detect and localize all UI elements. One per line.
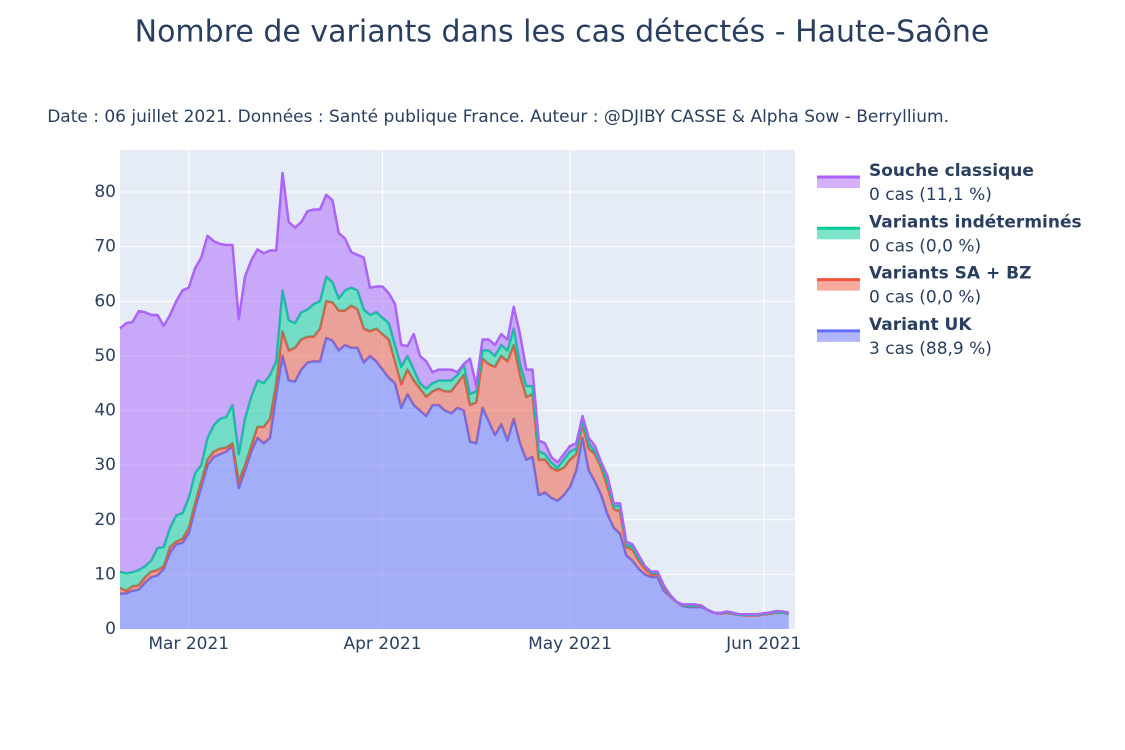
legend-label: Variants SA + BZ: [869, 264, 1031, 284]
y-tick-label: 80: [94, 182, 116, 202]
legend-detail: 3 cas (88,9 %): [869, 339, 992, 359]
legend-label: Variants indéterminés: [869, 212, 1082, 232]
y-tick-label: 0: [105, 619, 116, 639]
legend-detail: 0 cas (0,0 %): [869, 288, 981, 308]
axes: 0 10 20 30 40 50 60 70 80 Mar 2021 Apr 2021 May 202…: [94, 182, 801, 654]
legend-swatch: [817, 177, 860, 188]
y-tick-label: 50: [94, 346, 116, 366]
areas: [119, 171, 789, 629]
y-tick-label: 20: [94, 510, 116, 530]
y-tick-label: 70: [94, 237, 116, 257]
legend-swatch: [817, 279, 860, 291]
area-fill: [120, 301, 789, 616]
legend-label: Souche classique: [869, 161, 1034, 181]
legend-label: Variant UK: [869, 315, 972, 335]
y-tick-label: 60: [94, 291, 116, 311]
x-tick-label: May 2021: [528, 634, 612, 654]
x-tick-label: Mar 2021: [148, 634, 229, 654]
x-tick-label: Apr 2021: [343, 634, 421, 654]
legend-swatch: [817, 228, 860, 240]
legend-detail: 0 cas (11,1 %): [869, 185, 992, 205]
x-tick-label: Jun 2021: [725, 634, 801, 654]
y-tick-label: 40: [94, 401, 116, 421]
area-fill: [120, 337, 789, 629]
area-fill: [120, 172, 789, 615]
y-tick-label: 30: [94, 455, 116, 475]
chart-title: Nombre de variants dans les cas détectés…: [135, 15, 990, 50]
y-tick-label: 10: [94, 564, 116, 584]
legend-swatch: [817, 330, 860, 342]
legend-detail: 0 cas (0,0 %): [869, 236, 981, 256]
chart-subtitle: Date : 06 juillet 2021. Données : Santé …: [47, 107, 949, 127]
area-line: [119, 171, 789, 616]
legend: Souche classique 0 cas (11,1 %) Variants i…: [817, 161, 1082, 359]
